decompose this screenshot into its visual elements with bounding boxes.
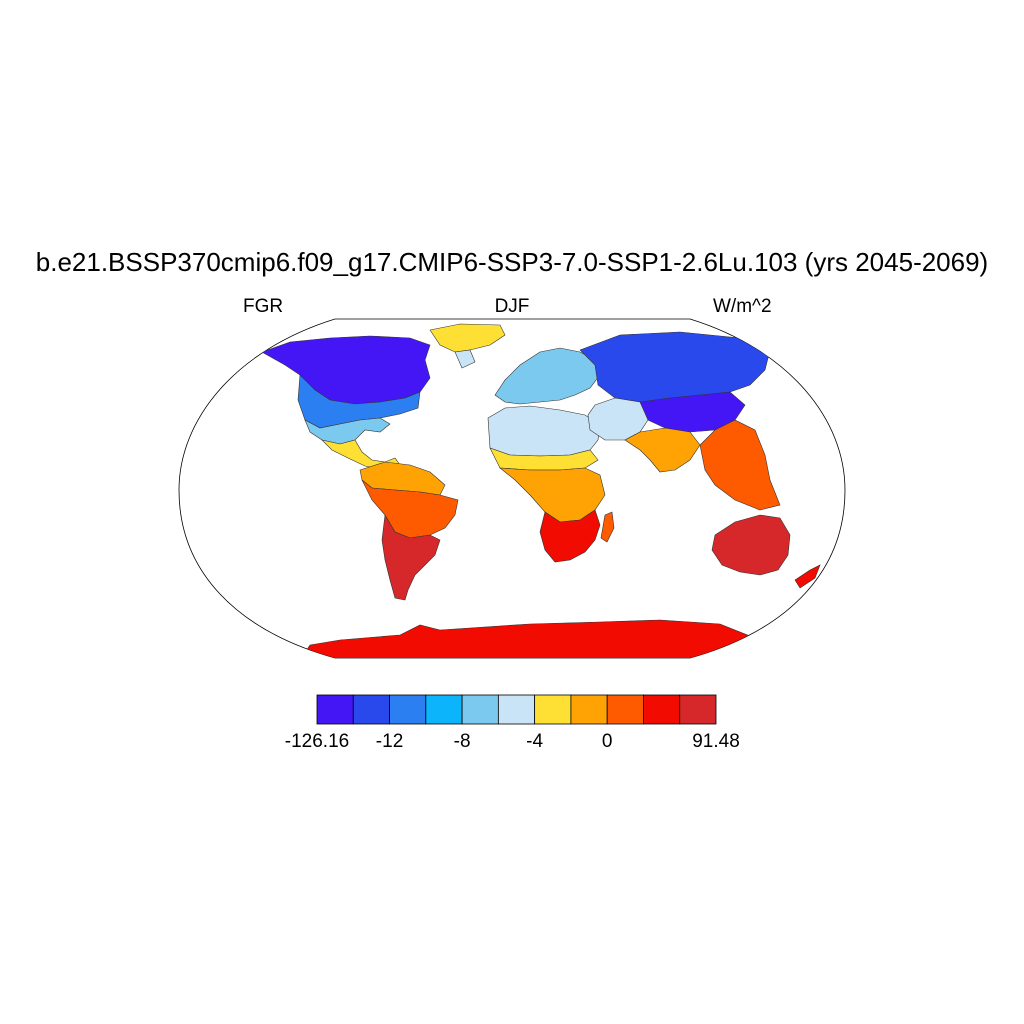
region-madagascar [600, 511, 615, 543]
colorbar-tick-label: -8 [453, 731, 471, 752]
colorbar-swatch [534, 694, 572, 725]
colorbar-swatch [389, 694, 427, 725]
colorbar-tick-label: -126.16 [284, 731, 350, 752]
colorbar-swatch [352, 694, 390, 725]
variable-label: FGR [243, 296, 284, 317]
season-label: DJF [494, 296, 530, 317]
colorbar-swatch [316, 694, 354, 725]
region-india [624, 427, 701, 473]
region-greenland-south [454, 349, 476, 369]
colorbar-swatch [606, 694, 644, 725]
region-southern-africa [539, 509, 601, 563]
colorbar-swatch [570, 694, 608, 725]
colorbar-swatch [497, 694, 536, 725]
colorbar-swatch [425, 694, 463, 725]
region-south-america-south [381, 514, 441, 601]
colorbar-tick-label: -4 [526, 731, 544, 752]
plot-title: b.e21.BSSP370cmip6.f09_g17.CMIP6-SSP3-7.… [35, 247, 989, 277]
region-australia [711, 514, 791, 576]
colorbar-swatch [643, 694, 681, 725]
colorbar-swatch [679, 694, 717, 725]
colorbar-swatch [461, 694, 499, 725]
region-southeast-asia [699, 419, 781, 511]
colorbar-tick-label: 0 [601, 731, 613, 752]
region-greenland-north [429, 323, 506, 353]
units-label: W/m^2 [713, 296, 772, 317]
region-new-zealand [794, 564, 821, 589]
colorbar-tick-label: 91.48 [692, 731, 740, 752]
region-mexico [321, 439, 401, 471]
colorbar-tick-label: -12 [375, 731, 404, 752]
